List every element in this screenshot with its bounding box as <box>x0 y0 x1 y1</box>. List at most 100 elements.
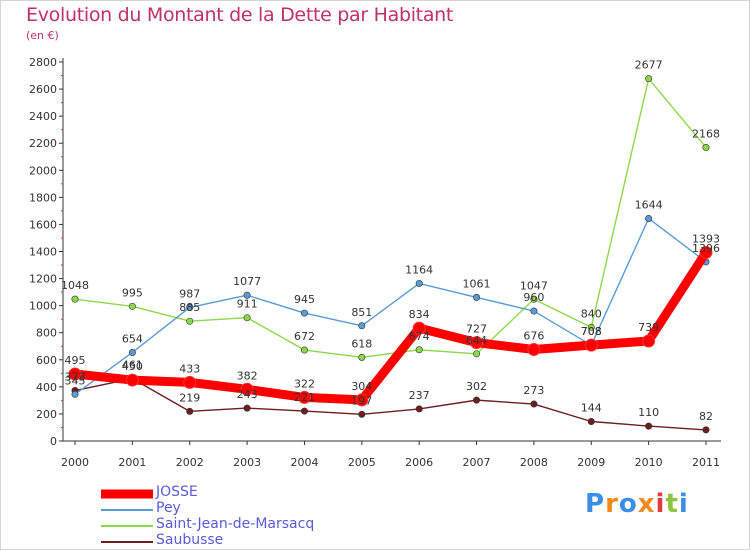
data-label-josse: 739 <box>638 321 659 334</box>
data-point-saint-jean-de-marsacq <box>358 353 366 361</box>
data-point-pey <box>415 279 423 287</box>
y-tick-label: 800 <box>36 327 57 340</box>
data-label-saubusse: 144 <box>581 402 602 415</box>
y-tick-label: 2000 <box>29 164 57 177</box>
data-label-pey: 1164 <box>405 263 433 276</box>
data-point-saint-jean-de-marsacq <box>645 75 653 83</box>
data-point-saint-jean-de-marsacq <box>71 295 79 303</box>
logo-letter: o <box>618 489 638 519</box>
data-point-saubusse <box>702 426 710 434</box>
y-tick-label: 400 <box>36 381 57 394</box>
data-point-saint-jean-de-marsacq <box>473 350 481 358</box>
data-label-josse: 382 <box>237 369 258 382</box>
data-label-saint-jean-de-marsacq: 618 <box>351 337 372 350</box>
data-label-pey: 1061 <box>463 277 491 290</box>
data-label-pey: 960 <box>523 291 544 304</box>
y-tick-label: 1000 <box>29 300 57 313</box>
data-label-pey: 708 <box>581 325 602 338</box>
y-tick-label: 200 <box>36 408 57 421</box>
data-label-josse: 1393 <box>692 232 720 245</box>
data-point-saint-jean-de-marsacq <box>128 302 136 310</box>
data-point-pey <box>473 293 481 301</box>
data-label-pey: 1644 <box>635 198 663 211</box>
data-point-saint-jean-de-marsacq <box>300 346 308 354</box>
data-point-pey <box>243 291 251 299</box>
y-tick-label: 1800 <box>29 191 57 204</box>
x-tick-label: 2009 <box>577 456 605 469</box>
data-point-saint-jean-de-marsacq <box>243 314 251 322</box>
data-point-saint-jean-de-marsacq <box>530 295 538 303</box>
data-label-josse: 708 <box>581 325 602 338</box>
data-label-saint-jean-de-marsacq: 1048 <box>61 279 89 292</box>
data-label-saint-jean-de-marsacq: 644 <box>466 334 487 347</box>
y-tick-label: 0 <box>50 435 57 448</box>
data-point-saubusse <box>530 400 538 408</box>
data-label-saint-jean-de-marsacq: 840 <box>581 307 602 320</box>
data-label-saubusse: 110 <box>638 406 659 419</box>
data-point-josse <box>68 367 82 381</box>
series-line-saubusse <box>74 377 707 431</box>
data-point-saint-jean-de-marsacq <box>415 346 423 354</box>
y-tick-label: 2200 <box>29 137 57 150</box>
data-point-josse <box>183 375 197 389</box>
y-tick-label: 1600 <box>29 218 57 231</box>
data-point-saubusse <box>243 404 251 412</box>
data-point-pey <box>530 307 538 315</box>
data-label-pey: 851 <box>351 306 372 319</box>
data-point-josse <box>125 373 139 387</box>
data-label-pey: 945 <box>294 293 315 306</box>
logo-letter: i <box>678 489 689 519</box>
data-point-saubusse <box>587 418 595 426</box>
data-point-saint-jean-de-marsacq <box>702 144 710 152</box>
data-point-saubusse <box>358 410 366 418</box>
data-label-saint-jean-de-marsacq: 672 <box>294 330 315 343</box>
data-point-josse <box>355 393 369 407</box>
logo-letter: x <box>637 489 656 519</box>
data-label-pey: 1077 <box>233 275 261 288</box>
data-point-josse <box>642 334 656 348</box>
data-point-saubusse <box>645 422 653 430</box>
data-label-josse: 322 <box>294 377 315 390</box>
legend-label-saubusse: Saubusse <box>156 532 224 548</box>
x-tick-label: 2000 <box>61 456 89 469</box>
data-label-saubusse: 82 <box>699 410 713 423</box>
data-point-josse <box>412 321 426 335</box>
y-tick-label: 600 <box>36 354 57 367</box>
series-line-saint-jean-de-marsacq <box>74 77 707 359</box>
data-point-saint-jean-de-marsacq <box>587 323 595 331</box>
data-label-saint-jean-de-marsacq: 995 <box>122 286 143 299</box>
data-point-josse <box>240 382 254 396</box>
x-tick-label: 2005 <box>348 456 376 469</box>
legend-swatch-saubusse <box>101 541 153 543</box>
legend-label-saint-jean-de-marsacq: Saint-Jean-de-Marsacq <box>156 516 315 532</box>
data-label-saubusse: 237 <box>409 389 430 402</box>
y-tick-label: 1400 <box>29 246 57 259</box>
data-point-pey <box>300 309 308 317</box>
data-point-josse <box>297 390 311 404</box>
data-label-josse: 676 <box>523 329 544 342</box>
data-label-josse: 495 <box>65 354 86 367</box>
data-label-saubusse: 373 <box>65 371 86 384</box>
x-tick-label: 2004 <box>290 456 318 469</box>
data-label-saint-jean-de-marsacq: 885 <box>179 301 200 314</box>
data-point-pey <box>645 214 653 222</box>
data-label-saint-jean-de-marsacq: 911 <box>237 298 258 311</box>
data-label-saubusse: 221 <box>294 391 315 404</box>
data-point-saint-jean-de-marsacq <box>186 317 194 325</box>
data-point-josse <box>527 342 541 356</box>
data-label-saubusse: 302 <box>466 380 487 393</box>
logo-letter: P <box>585 489 606 519</box>
data-label-josse: 727 <box>466 323 487 336</box>
y-tick-label: 2800 <box>29 56 57 69</box>
y-tick-label: 2600 <box>29 83 57 96</box>
data-label-pey: 654 <box>122 332 143 345</box>
data-label-saubusse: 219 <box>179 391 200 404</box>
y-tick-label: 1200 <box>29 273 57 286</box>
legend-label-pey: Pey <box>156 500 181 516</box>
data-label-saint-jean-de-marsacq: 674 <box>409 330 430 343</box>
legend-label-josse: JOSSE <box>156 484 198 500</box>
data-point-pey <box>128 348 136 356</box>
data-label-saubusse: 243 <box>237 388 258 401</box>
data-label-saubusse: 461 <box>122 359 143 372</box>
